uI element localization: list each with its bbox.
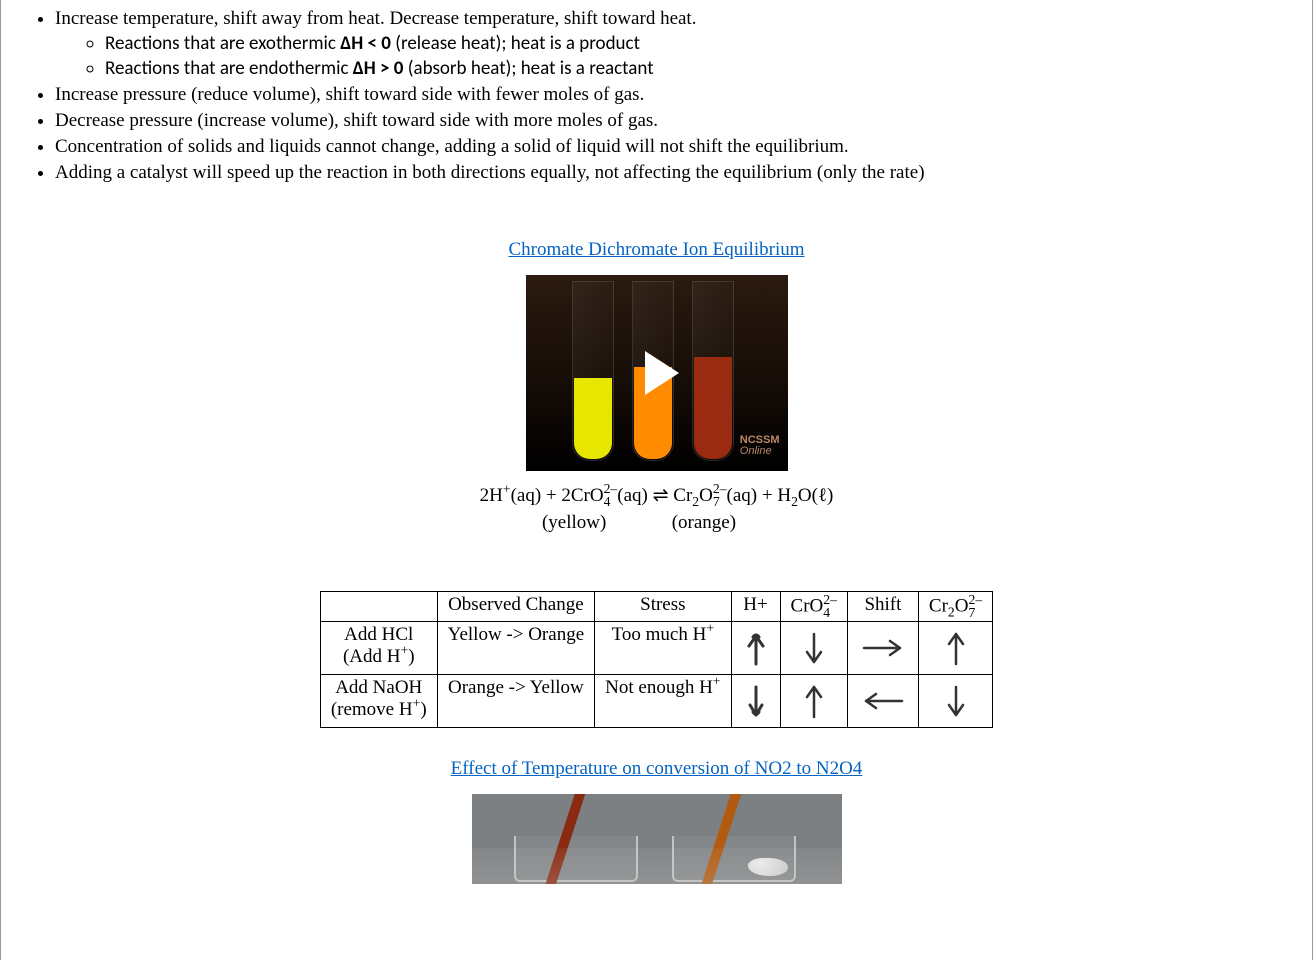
- equilibrium-table: Observed Change Stress H+ CrO2–4 Shift C…: [320, 591, 993, 728]
- col-stress: Stress: [595, 592, 731, 622]
- bullet-text: Increase temperature, shift away from he…: [55, 8, 696, 29]
- cell-stress: Too much H+: [595, 621, 731, 674]
- link-row-2: Effect of Temperature on conversion of N…: [21, 758, 1292, 780]
- bullet-increase-pressure: Increase pressure (reduce volume), shift…: [55, 84, 1292, 106]
- right-arrow-icon: [858, 628, 908, 668]
- cell-shift-arrow: [847, 621, 918, 674]
- bullet-solids-liquids: Concentration of solids and liquids cann…: [55, 136, 1292, 158]
- no2-n2o4-link[interactable]: Effect of Temperature on conversion of N…: [451, 758, 863, 779]
- up-arrow-icon: [742, 628, 770, 668]
- table-row: Add NaOH (remove H+) Orange -> Yellow No…: [320, 674, 992, 727]
- table-row: Add HCl (Add H+) Yellow -> Orange Too mu…: [320, 621, 992, 674]
- chromate-dichromate-link[interactable]: Chromate Dichromate Ion Equilibrium: [508, 239, 804, 260]
- col-dichromate: Cr2O2–7: [918, 592, 992, 622]
- table-header-row: Observed Change Stress H+ CrO2–4 Shift C…: [320, 592, 992, 622]
- equation-notes: (yellow) (orange): [21, 510, 1292, 537]
- equation-line: 2H+(aq) + 2CrO2–4(aq) ⇌ Cr2O2–7(aq) + H2…: [21, 483, 1292, 510]
- col-blank: [320, 592, 437, 622]
- principles-list: Increase temperature, shift away from he…: [31, 8, 1292, 184]
- down-arrow-icon: [942, 681, 970, 721]
- sub-bullet-endothermic: Reactions that are endothermic ΔH > 0 (a…: [105, 57, 1292, 80]
- play-icon: [645, 351, 679, 395]
- video-thumbnail-2[interactable]: [472, 794, 842, 884]
- down-arrow-icon: [800, 628, 828, 668]
- up-arrow-icon: [800, 681, 828, 721]
- cell-dichromate-arrow: [918, 674, 992, 727]
- link-row-1: Chromate Dichromate Ion Equilibrium: [21, 239, 1292, 261]
- cell-observed: Orange -> Yellow: [437, 674, 595, 727]
- bullet-catalyst: Adding a catalyst will speed up the reac…: [55, 162, 1292, 184]
- col-hplus: H+: [731, 592, 780, 622]
- cell-shift-arrow: [847, 674, 918, 727]
- down-arrow-icon: [742, 681, 770, 721]
- cell-dichromate-arrow: [918, 621, 992, 674]
- sub-bullet-exothermic: Reactions that are exothermic ΔH < 0 (re…: [105, 32, 1292, 55]
- test-tube-yellow: [572, 281, 614, 461]
- bullet-temperature: Increase temperature, shift away from he…: [55, 8, 1292, 80]
- beaker-right: [672, 836, 796, 882]
- cell-observed: Yellow -> Orange: [437, 621, 595, 674]
- page: Increase temperature, shift away from he…: [0, 0, 1313, 960]
- col-chromate: CrO2–4: [780, 592, 847, 622]
- cell-hplus-arrow: [731, 621, 780, 674]
- sub-list: Reactions that are exothermic ΔH < 0 (re…: [85, 32, 1292, 80]
- col-shift: Shift: [847, 592, 918, 622]
- left-arrow-icon: [858, 681, 908, 721]
- cell-chromate-arrow: [780, 621, 847, 674]
- video-watermark: NCSSM Online: [740, 435, 780, 457]
- test-tube-red: [692, 281, 734, 461]
- bullet-decrease-pressure: Decrease pressure (increase volume), shi…: [55, 110, 1292, 132]
- col-observed: Observed Change: [437, 592, 595, 622]
- up-arrow-icon: [942, 628, 970, 668]
- cell-condition: Add NaOH (remove H+): [320, 674, 437, 727]
- equation-block: 2H+(aq) + 2CrO2–4(aq) ⇌ Cr2O2–7(aq) + H2…: [21, 483, 1292, 536]
- video-thumbnail-1[interactable]: NCSSM Online: [526, 275, 788, 471]
- cell-stress: Not enough H+: [595, 674, 731, 727]
- cell-condition: Add HCl (Add H+): [320, 621, 437, 674]
- cell-chromate-arrow: [780, 674, 847, 727]
- cell-hplus-arrow: [731, 674, 780, 727]
- beaker-left: [514, 836, 638, 882]
